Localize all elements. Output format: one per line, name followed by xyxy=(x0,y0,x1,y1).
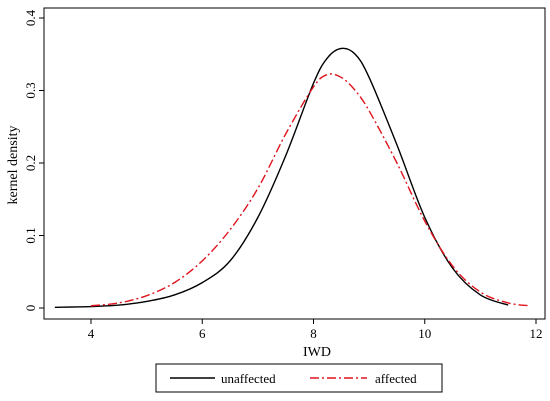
legend: unaffected affected xyxy=(155,363,443,393)
plot-lines xyxy=(54,47,531,308)
legend-label-affected: affected xyxy=(375,371,417,386)
y-axis-label: kernel density xyxy=(6,126,21,205)
series-line-affected xyxy=(90,73,531,307)
y-tick-label: 0.1 xyxy=(23,227,38,243)
x-tick-label: 4 xyxy=(88,326,95,341)
y-tick-label: 0.4 xyxy=(23,9,38,26)
x-tick-label: 6 xyxy=(199,326,206,341)
x-tick-label: 12 xyxy=(530,326,543,341)
plot-frame xyxy=(43,7,546,320)
x-tick-label: 10 xyxy=(418,326,431,341)
x-tick-label: 8 xyxy=(310,326,317,341)
x-axis-label: IWD xyxy=(303,345,331,360)
series-line-unaffected xyxy=(54,47,509,308)
axes: 4 6 8 10 12 0 0.1 0.2 0.3 0.4 xyxy=(23,7,546,341)
legend-label-unaffected: unaffected xyxy=(221,371,276,386)
legend-box xyxy=(155,363,443,393)
y-tick-label: 0.3 xyxy=(23,82,38,98)
y-tick-label: 0.2 xyxy=(23,155,38,171)
y-tick-label: 0 xyxy=(23,305,38,312)
